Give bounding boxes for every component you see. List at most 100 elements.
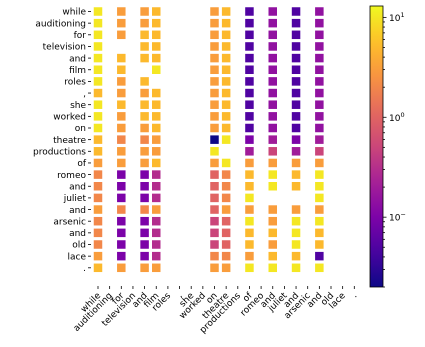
heatmap-cell xyxy=(315,30,324,40)
heatmap-cell xyxy=(117,158,126,168)
heatmap-cell xyxy=(245,30,254,40)
x-tick-label: . xyxy=(350,291,359,300)
heatmap-cell xyxy=(315,170,324,179)
heatmap-cell xyxy=(140,216,149,226)
heatmap-cell xyxy=(210,53,219,63)
heatmap-cell xyxy=(210,100,219,109)
heatmap-cell xyxy=(221,182,231,191)
heatmap-cell xyxy=(291,123,301,133)
heatmap-cell xyxy=(152,193,161,203)
heatmap-cell xyxy=(93,42,103,51)
heatmap-cell xyxy=(140,112,149,121)
heatmap-cell xyxy=(152,158,161,168)
heatmap-cell xyxy=(268,205,277,214)
heatmap-cell xyxy=(152,65,161,74)
heatmap-cell xyxy=(245,216,254,226)
heatmap-cell xyxy=(245,240,254,249)
heatmap-cell xyxy=(93,30,103,40)
heatmap-cell xyxy=(210,251,219,261)
heatmap-cell xyxy=(221,7,231,16)
heatmap-cell xyxy=(140,147,149,156)
heatmap-cell xyxy=(315,147,324,156)
y-tick-label: on xyxy=(75,124,86,134)
y-tick-label: juliet xyxy=(63,194,87,204)
heatmap-cell xyxy=(245,100,254,109)
heatmap-cell xyxy=(268,30,277,40)
y-tick-label: for xyxy=(74,31,87,41)
heatmap-cell xyxy=(268,147,277,156)
y-tick-label: worked xyxy=(53,113,86,123)
heatmap-cell xyxy=(291,158,301,168)
heatmap-cell xyxy=(140,18,149,28)
y-tick-label: of xyxy=(77,159,87,169)
y-tick-label: she xyxy=(70,101,86,111)
heatmap-cell xyxy=(140,240,149,249)
heatmap-cell xyxy=(268,251,277,261)
heatmap-cell xyxy=(210,112,219,121)
y-tick-label: , xyxy=(83,89,86,99)
heatmap-cell xyxy=(221,100,231,109)
heatmap-cell xyxy=(268,158,277,168)
heatmap-cell xyxy=(93,240,103,249)
heatmap-cell xyxy=(140,88,149,98)
heatmap-cell xyxy=(93,182,103,191)
heatmap-cell xyxy=(268,7,277,16)
heatmap-cell xyxy=(315,77,324,86)
heatmap-cell xyxy=(291,18,301,28)
heatmap-cell xyxy=(245,251,254,261)
heatmap-cell xyxy=(245,147,254,156)
heatmap-cell xyxy=(291,112,301,121)
heatmap-cell xyxy=(152,240,161,249)
heatmap-cell xyxy=(315,251,324,261)
heatmap-cell xyxy=(245,193,254,203)
heatmap-cell xyxy=(152,147,161,156)
heatmap-cell xyxy=(140,228,149,238)
heatmap-cell xyxy=(140,193,149,203)
y-tick-label: lace xyxy=(67,252,86,262)
y-tick-label: and xyxy=(69,206,86,216)
heatmap-cell xyxy=(245,88,254,98)
heatmap-cell xyxy=(93,100,103,109)
heatmap-cell xyxy=(152,182,161,191)
heatmap-cell xyxy=(245,228,254,238)
heatmap-cell xyxy=(210,228,219,238)
heatmap-cell xyxy=(268,182,277,191)
heatmap-cell xyxy=(221,205,231,214)
heatmap-cell xyxy=(93,135,103,144)
heatmap-cell xyxy=(117,7,126,16)
heatmap-cell xyxy=(210,263,219,273)
heatmap-cell xyxy=(245,112,254,121)
heatmap-cell xyxy=(221,112,231,121)
heatmap-cell xyxy=(210,216,219,226)
heatmap-cell xyxy=(117,123,126,133)
heatmap-cell xyxy=(291,216,301,226)
heatmap-cell xyxy=(93,170,103,179)
heatmap-cell xyxy=(117,182,126,191)
heatmap-cell xyxy=(245,77,254,86)
heatmap-cell xyxy=(221,123,231,133)
y-tick-label: . xyxy=(83,264,86,274)
heatmap-cell xyxy=(315,158,324,168)
heatmap-cell xyxy=(93,88,103,98)
heatmap-cell xyxy=(117,263,126,273)
heatmap-cell xyxy=(291,100,301,109)
heatmap-cell xyxy=(245,182,254,191)
heatmap-cell xyxy=(152,100,161,109)
heatmap-cell xyxy=(291,53,301,63)
heatmap-cell xyxy=(245,170,254,179)
heatmap-cell xyxy=(210,88,219,98)
y-tick-label: auditioning xyxy=(35,19,86,29)
heatmap-cell xyxy=(315,228,324,238)
heatmap-cell xyxy=(152,18,161,28)
heatmap-cell xyxy=(291,251,301,261)
heatmap-cell xyxy=(245,18,254,28)
y-tick-label: film xyxy=(69,66,86,76)
heatmap-cell xyxy=(117,240,126,249)
heatmap-cell xyxy=(221,65,231,74)
y-tick-label: television xyxy=(43,43,86,53)
heatmap-cell xyxy=(221,42,231,51)
heatmap-cell xyxy=(117,30,126,40)
heatmap-cell xyxy=(140,170,149,179)
heatmap-cell xyxy=(210,170,219,179)
